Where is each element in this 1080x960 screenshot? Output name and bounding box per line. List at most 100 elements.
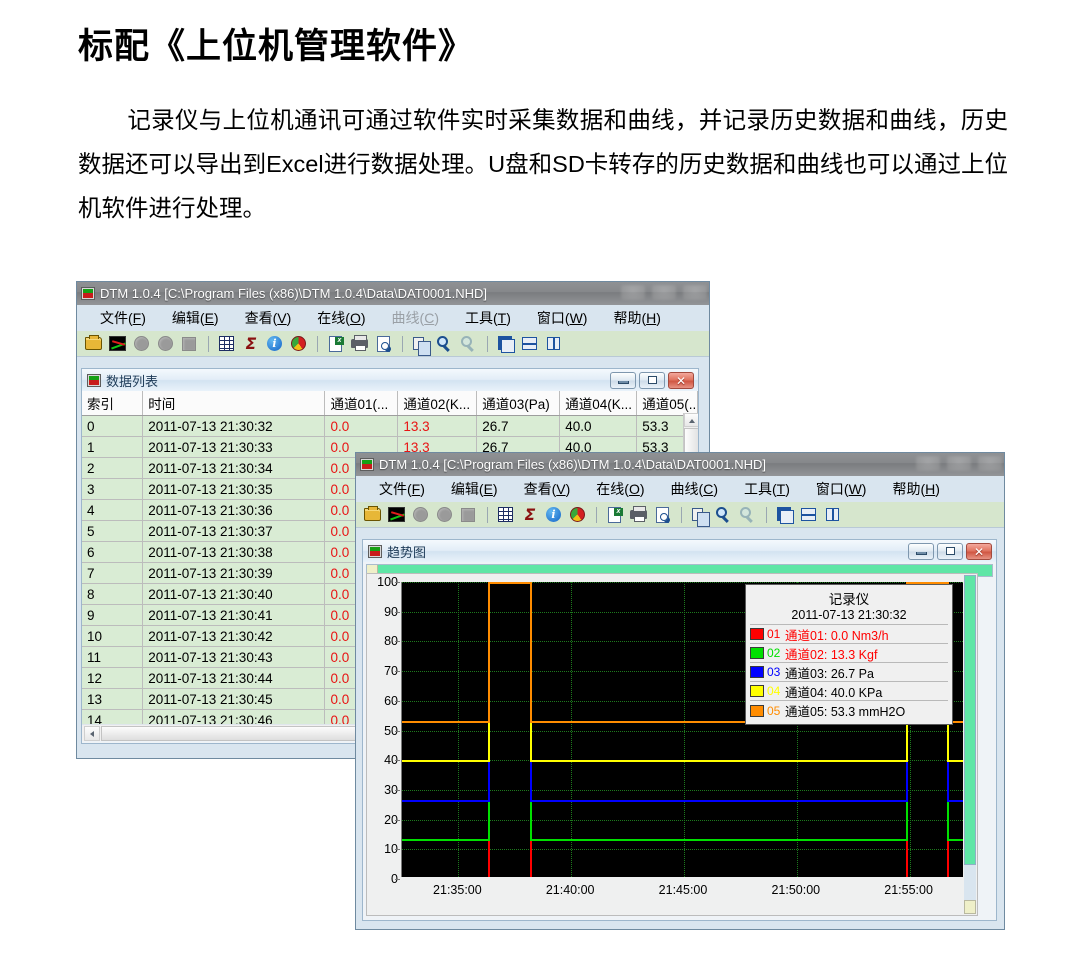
trend-chart-icon[interactable] <box>386 504 408 525</box>
data-table-icon[interactable] <box>495 504 517 525</box>
titlebar[interactable]: DTM 1.0.4 [C:\Program Files (x86)\DTM 1.… <box>77 282 709 305</box>
datalist-titlebar[interactable]: 数据列表 ✕ <box>82 369 698 391</box>
column-header-0[interactable]: 索引 <box>82 391 144 416</box>
scroll-down-cap[interactable] <box>964 900 976 914</box>
close-button[interactable]: ✕ <box>668 371 694 389</box>
menu-item-t[interactable]: 工具(T) <box>464 310 511 326</box>
scrollbar-thumb[interactable] <box>964 575 976 865</box>
datalist-window-controls[interactable]: ✕ <box>610 371 696 389</box>
open-folder-icon[interactable] <box>83 333 105 354</box>
column-header-2[interactable]: 通道01(... <box>324 391 399 416</box>
window-controls-faded[interactable] <box>916 456 1002 471</box>
export-excel-icon[interactable] <box>604 504 626 525</box>
trend-chart-icon[interactable] <box>107 333 129 354</box>
maximize-button[interactable] <box>937 542 963 560</box>
minimize-button[interactable] <box>908 542 934 560</box>
menu-item-c[interactable]: 曲线(C) <box>670 481 718 497</box>
tile-vertical-icon-glyph <box>547 337 560 350</box>
maximize-button[interactable] <box>652 285 676 300</box>
cascade-windows-icon[interactable] <box>495 333 517 354</box>
print-preview-icon[interactable] <box>652 504 674 525</box>
tile-vertical-icon[interactable] <box>543 333 565 354</box>
open-folder-icon[interactable] <box>362 504 384 525</box>
sigma-statistics-icon[interactable]: Σ <box>240 333 262 354</box>
chart-vertical-scrollbar[interactable] <box>964 575 976 914</box>
minimize-button[interactable] <box>610 371 636 389</box>
cascade-windows-icon[interactable] <box>774 504 796 525</box>
menu-item-h[interactable]: 帮助(H) <box>613 310 661 326</box>
tile-horizontal-icon[interactable] <box>519 333 541 354</box>
menu-item-f[interactable]: 文件(F) <box>100 310 146 326</box>
maximize-button[interactable] <box>947 456 971 471</box>
info-icon[interactable]: i <box>543 504 565 525</box>
toolbar-separator <box>487 335 488 352</box>
close-button[interactable] <box>978 456 1002 471</box>
menu-item-w[interactable]: 窗口(W) <box>536 310 588 326</box>
menu-item-o[interactable]: 在线(O) <box>317 310 366 326</box>
tile-vertical-icon[interactable] <box>822 504 844 525</box>
close-button[interactable]: ✕ <box>966 542 992 560</box>
menu-item-v[interactable]: 查看(V) <box>244 310 292 326</box>
menu-item-w[interactable]: 窗口(W) <box>815 481 867 497</box>
column-header-1[interactable]: 时间 <box>142 391 326 416</box>
close-icon: ✕ <box>675 373 687 388</box>
zoom-in-icon[interactable] <box>434 333 456 354</box>
chart-canvas[interactable]: 0102030405060708090100 21:35:0021:40:002… <box>366 573 978 916</box>
column-header-3[interactable]: 通道02(K... <box>397 391 478 416</box>
menu-item-o[interactable]: 在线(O) <box>596 481 645 497</box>
legend-row: 01 通道01: 0.0 Nm3/h <box>750 625 948 644</box>
pie-chart-icon[interactable] <box>288 333 310 354</box>
zoom-out-icon[interactable] <box>458 333 480 354</box>
record-pause-icon[interactable] <box>434 504 456 525</box>
copy-icon[interactable] <box>410 333 432 356</box>
scroll-fill[interactable] <box>378 565 992 576</box>
column-header-5[interactable]: 通道04(K... <box>559 391 638 416</box>
zoom-in-icon[interactable] <box>713 504 735 525</box>
menu-item-f[interactable]: 文件(F) <box>379 481 425 497</box>
print-preview-icon[interactable] <box>373 333 395 354</box>
scroll-left-cap[interactable] <box>367 565 378 576</box>
record-stop-icon[interactable] <box>458 504 480 525</box>
window-controls-faded[interactable] <box>621 285 707 300</box>
zoom-out-icon[interactable] <box>737 504 759 525</box>
column-header-4[interactable]: 通道03(Pa) <box>476 391 561 416</box>
trend-titlebar[interactable]: 趋势图 ✕ <box>363 540 996 562</box>
copy-icon[interactable] <box>689 504 711 527</box>
record-stop-icon[interactable] <box>179 333 201 354</box>
column-header-6[interactable]: 通道05(... <box>636 391 698 416</box>
export-excel-icon[interactable] <box>325 333 347 354</box>
dtm-main-window-back[interactable]: DTM 1.0.4 [C:\Program Files (x86)\DTM 1.… <box>355 452 1005 930</box>
gridline-vertical <box>571 582 573 877</box>
record-start-icon[interactable] <box>410 504 432 525</box>
record-start-icon[interactable] <box>131 333 153 354</box>
table-row[interactable]: 0 2011-07-13 21:30:32 0.0 13.3 26.7 40.0 53.3 <box>82 415 698 437</box>
data-table-icon[interactable] <box>216 333 238 354</box>
maximize-icon <box>648 375 657 384</box>
close-button[interactable] <box>683 285 707 300</box>
menu-item-v[interactable]: 查看(V) <box>523 481 571 497</box>
print-icon[interactable] <box>349 333 371 354</box>
scroll-up-button[interactable] <box>684 413 698 427</box>
trend-window-controls[interactable]: ✕ <box>908 542 994 560</box>
pie-chart-icon[interactable] <box>567 504 589 525</box>
menu-item-h[interactable]: 帮助(H) <box>892 481 940 497</box>
sigma-statistics-icon[interactable]: Σ <box>519 504 541 525</box>
maximize-button[interactable] <box>639 371 665 389</box>
titlebar[interactable]: DTM 1.0.4 [C:\Program Files (x86)\DTM 1.… <box>356 453 1004 476</box>
menu-item-e[interactable]: 编辑(E) <box>171 310 219 326</box>
trend-child-window[interactable]: 趋势图 ✕ 0102030405060708090100 21:35:0021:… <box>362 539 997 921</box>
menu-item-t[interactable]: 工具(T) <box>743 481 790 497</box>
scroll-left-button[interactable] <box>84 725 100 741</box>
menu-bar[interactable]: 文件(F) 编辑(E) 查看(V) 在线(O) 曲线(C) 工具(T) 窗口(W) 帮助(H) <box>356 476 1004 502</box>
info-icon[interactable]: i <box>264 333 286 354</box>
print-icon[interactable] <box>628 504 650 525</box>
minimize-button[interactable] <box>621 285 645 300</box>
minimize-button[interactable] <box>916 456 940 471</box>
legend-channel-number: 03 <box>767 665 781 679</box>
record-pause-icon[interactable] <box>155 333 177 354</box>
menu-bar[interactable]: 文件(F) 编辑(E) 查看(V) 在线(O) 曲线(C) 工具(T) 窗口(W) 帮助(H) <box>77 305 709 331</box>
tile-horizontal-icon[interactable] <box>798 504 820 525</box>
menu-item-e[interactable]: 编辑(E) <box>450 481 498 497</box>
